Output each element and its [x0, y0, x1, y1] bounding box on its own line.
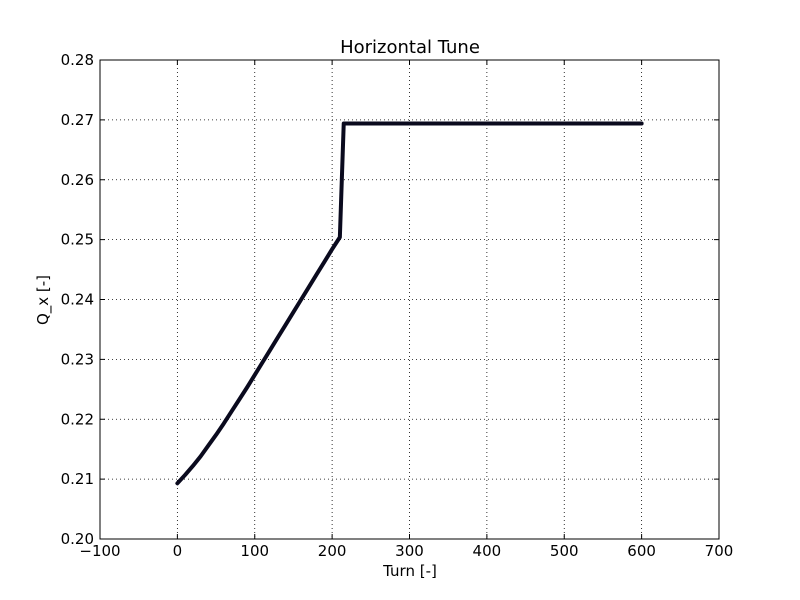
- x-tick-label: 600: [627, 542, 656, 560]
- x-tick-label: 0: [173, 542, 183, 560]
- y-tick-label: 0.20: [61, 530, 94, 548]
- tick-labels: −100 0 100 200 300 400 500 600 700 0.20 0.21 0.22 0.…: [61, 51, 734, 560]
- y-tick-label: 0.25: [61, 231, 94, 249]
- y-tick-label: 0.27: [61, 111, 94, 129]
- x-tick-label: 700: [705, 542, 734, 560]
- y-tick-label: 0.28: [61, 51, 94, 69]
- tick-marks: [99, 59, 720, 540]
- y-axis-label: Q_x [-]: [34, 275, 53, 325]
- y-tick-label: 0.26: [61, 171, 94, 189]
- y-tick-label: 0.23: [61, 350, 94, 368]
- x-tick-label: 300: [395, 542, 424, 560]
- x-tick-label: 100: [240, 542, 269, 560]
- x-tick-label: 500: [550, 542, 579, 560]
- x-axis-label: Turn [-]: [382, 562, 437, 580]
- x-tick-label: 400: [473, 542, 502, 560]
- series-layer: [175, 121, 644, 486]
- y-tick-label: 0.21: [61, 470, 94, 488]
- y-tick-label: 0.22: [61, 410, 94, 428]
- x-tick-label: −100: [79, 542, 120, 560]
- series-line: [175, 121, 644, 486]
- chart-title: Horizontal Tune: [340, 37, 480, 58]
- y-tick-label: 0.24: [61, 291, 94, 309]
- x-tick-label: 200: [318, 542, 347, 560]
